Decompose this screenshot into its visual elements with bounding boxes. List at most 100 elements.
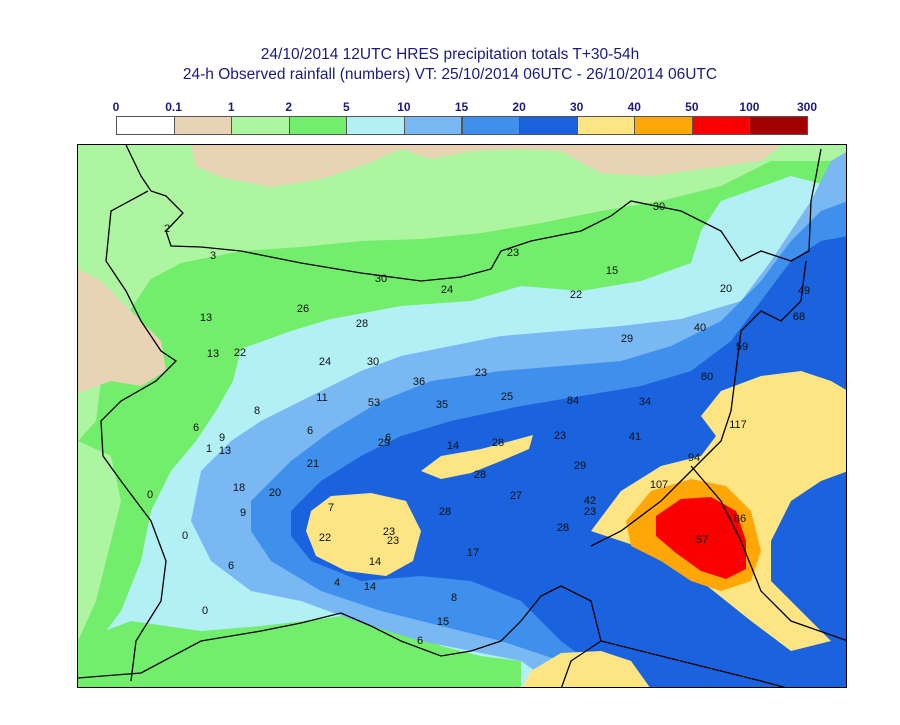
field-30-40-south: [522, 651, 650, 687]
legend-threshold-label: 40: [627, 100, 641, 114]
legend-swatch: [346, 116, 405, 135]
observed-rainfall-value: 22: [318, 532, 332, 544]
observed-rainfall-value: 42: [583, 495, 597, 507]
observed-rainfall-value: 23: [583, 506, 597, 518]
observed-rainfall-value: 13: [218, 445, 232, 457]
observed-rainfall-value: 8: [450, 592, 458, 604]
observed-rainfall-value: 0: [201, 605, 209, 617]
field-30-40-center: [421, 435, 533, 479]
observed-rainfall-value: 28: [556, 522, 570, 534]
precipitation-field: [78, 145, 846, 687]
observed-rainfall-value: 35: [435, 399, 449, 411]
observed-rainfall-value: 23: [506, 247, 520, 259]
field-0.1-1-north: [191, 145, 781, 187]
observed-rainfall-value: 23: [382, 526, 396, 538]
observed-rainfall-value: 94: [687, 452, 701, 464]
field-1-2-west: [78, 441, 121, 641]
observed-rainfall-value: 23: [553, 430, 567, 442]
legend-threshold-label: 30: [569, 100, 584, 114]
observed-rainfall-value: 13: [199, 312, 213, 324]
observed-rainfall-value: 6: [384, 432, 392, 444]
legend-swatch: [461, 116, 521, 135]
observed-rainfall-value: 9: [239, 507, 247, 519]
observed-rainfall-value: 86: [733, 513, 747, 525]
observed-rainfall-value: 28: [473, 469, 487, 481]
legend-threshold-label: 300: [796, 100, 818, 114]
observed-rainfall-value: 107: [649, 479, 669, 491]
field-30-40-west: [306, 493, 421, 576]
observed-rainfall-value: 68: [792, 311, 806, 323]
observed-rainfall-value: 6: [306, 425, 314, 437]
observed-rainfall-value: 21: [306, 458, 320, 470]
observed-rainfall-value: 6: [416, 635, 424, 647]
legend-swatch: [576, 116, 636, 135]
observed-rainfall-value: 11: [316, 392, 328, 404]
observed-rainfall-value: 8: [253, 405, 261, 417]
observed-rainfall-value: 53: [367, 397, 381, 409]
observed-rainfall-value: 23: [386, 535, 400, 547]
observed-rainfall-value: 1: [205, 443, 213, 455]
observed-rainfall-value: 57: [695, 534, 709, 546]
observed-rainfall-value: 6: [227, 560, 235, 572]
legend-threshold-label: 2: [285, 100, 293, 114]
observed-rainfall-value: 15: [605, 265, 619, 277]
legend-threshold-label: 5: [342, 100, 350, 114]
observed-rainfall-value: 29: [573, 460, 587, 472]
observed-rainfall-value: 49: [797, 285, 811, 297]
observed-rainfall-value: 24: [318, 356, 332, 368]
observed-rainfall-value: 25: [500, 391, 514, 403]
chart-subtitle: 24-h Observed rainfall (numbers) VT: 25/…: [182, 66, 718, 83]
legend-swatch: [288, 116, 348, 135]
observed-rainfall-value: 17: [466, 547, 480, 559]
legend-swatch: [634, 116, 693, 135]
legend-threshold-label: 10: [397, 100, 411, 114]
observed-rainfall-value: 117: [729, 419, 747, 431]
observed-rainfall-value: 18: [232, 482, 246, 494]
legend-swatch: [116, 116, 175, 135]
observed-rainfall-value: 6: [192, 422, 200, 434]
country-borders: [78, 145, 846, 687]
legend-threshold-label: 50: [685, 100, 699, 114]
observed-rainfall-value: 20: [268, 487, 282, 499]
observed-rainfall-value: 84: [566, 395, 580, 407]
legend-threshold-label: 100: [739, 100, 760, 114]
observed-rainfall-value: 59: [735, 341, 749, 353]
chart-title: 24/10/2014 12UTC HRES precipitation tota…: [260, 46, 640, 63]
legend-threshold-label: 0: [112, 100, 120, 114]
legend-threshold-label: 1: [227, 100, 235, 114]
observed-rainfall-value: 26: [296, 303, 310, 315]
observed-rainfall-value: 13: [206, 348, 220, 360]
field-2-5: [78, 145, 846, 661]
observed-rainfall-value: 22: [569, 289, 583, 301]
observed-rainfall-value: 27: [509, 490, 523, 502]
observed-rainfall-value: 29: [377, 437, 391, 449]
observed-rainfall-value: 28: [491, 437, 505, 449]
legend-swatch: [403, 116, 463, 135]
observed-rainfall-value: 22: [233, 347, 247, 359]
observed-rainfall-value: 14: [363, 581, 377, 593]
observed-rainfall-value: 20: [719, 283, 733, 295]
legend-swatch: [173, 116, 233, 135]
observed-rainfall-value: 36: [412, 376, 426, 388]
observed-rainfall-value: 30: [374, 273, 388, 285]
observed-rainfall-value: 28: [438, 506, 452, 518]
observed-rainfall-value: 80: [700, 371, 714, 383]
legend-threshold-label: 0.1: [165, 100, 182, 114]
observed-rainfall-value: 40: [693, 322, 707, 334]
observed-rainfall-value: 30: [652, 201, 666, 213]
observed-rainfall-value: 4: [333, 577, 341, 589]
legend-swatch: [749, 116, 808, 135]
observed-rainfall-value: 28: [355, 318, 369, 330]
observed-rainfall-value: 34: [638, 396, 652, 408]
observed-rainfall-value: 14: [368, 556, 382, 568]
field-0.1-1-west: [78, 269, 166, 393]
observed-rainfall-value: 3: [209, 250, 217, 262]
legend-swatch: [231, 116, 290, 135]
observed-rainfall-value: 29: [620, 333, 634, 345]
observed-rainfall-value: 0: [181, 530, 189, 542]
observed-rainfall-value: 14: [446, 440, 460, 452]
legend-swatch: [519, 116, 578, 135]
observed-rainfall-value: 0: [146, 489, 154, 501]
observed-rainfall-value: 24: [440, 284, 454, 296]
legend-threshold-label: 15: [454, 100, 469, 114]
